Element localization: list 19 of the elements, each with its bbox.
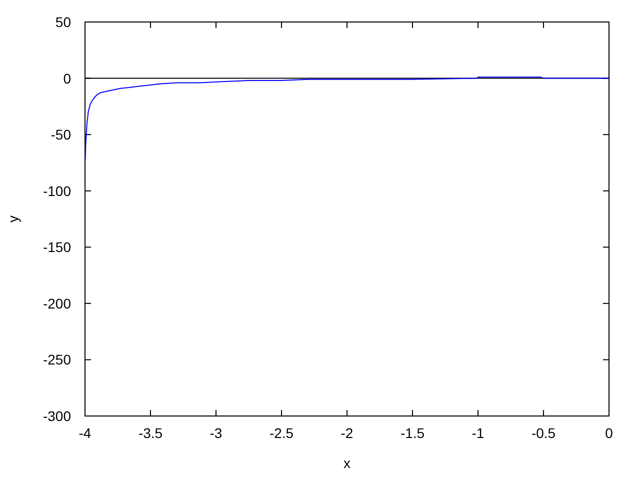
y-tick-label: 50 [55,14,72,30]
y-tick-label: -150 [42,239,72,256]
y-tick-label: -250 [42,352,72,368]
x-tick-label: -1.5 [400,425,425,441]
x-tick-label: -3.5 [138,425,163,441]
x-tick-label: -1 [472,425,484,441]
y-tick-label: -300 [42,408,72,424]
x-tick-label: -2 [340,425,354,441]
x-tick-label: -2.5 [269,425,294,441]
y-tick-label: -50 [50,126,72,143]
y-tick-label: -100 [42,182,72,199]
y-axis-title: y [5,216,21,222]
y-tick-label: 0 [63,70,72,86]
x-axis-title: x [344,455,350,471]
x-tick-label: -3 [210,425,222,441]
x-tick-label: -0.5 [531,425,556,441]
y-tick-label: -200 [42,295,72,312]
x-tick-label: -4 [78,425,92,441]
x-tick-label: 0 [605,425,614,441]
